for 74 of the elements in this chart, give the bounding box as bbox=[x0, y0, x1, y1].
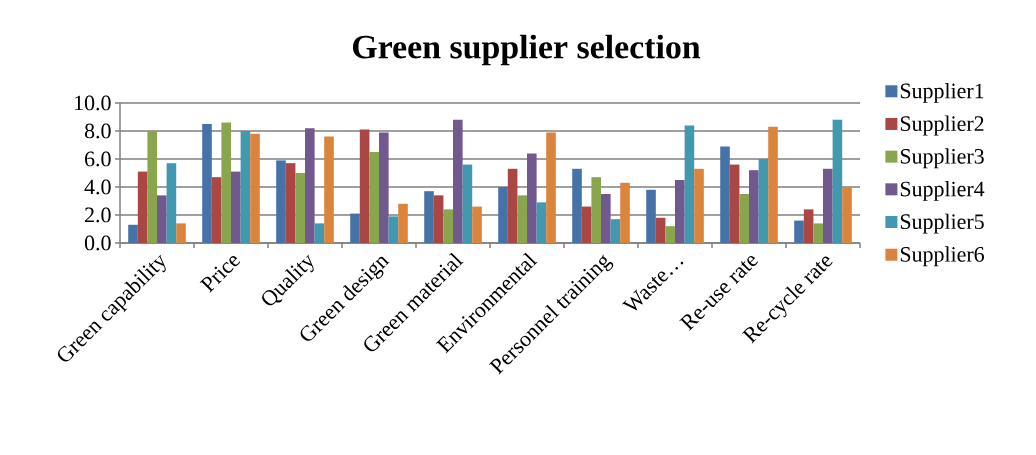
bar bbox=[842, 186, 852, 243]
bar bbox=[305, 128, 315, 243]
bar bbox=[379, 132, 389, 243]
bar bbox=[276, 160, 286, 243]
legend-label: Supplier1 bbox=[900, 82, 984, 103]
y-tick-label: 4.0 bbox=[84, 179, 111, 195]
y-tick-label: 2.0 bbox=[85, 207, 111, 223]
bar bbox=[443, 209, 454, 243]
y-tick-label: 8.0 bbox=[84, 123, 111, 139]
bar bbox=[675, 179, 685, 243]
bar bbox=[572, 168, 582, 243]
bar bbox=[498, 186, 508, 243]
bar bbox=[128, 224, 138, 243]
bar bbox=[350, 213, 360, 243]
bar bbox=[221, 122, 232, 243]
bar bbox=[211, 177, 222, 243]
bar bbox=[166, 163, 177, 243]
bar bbox=[359, 129, 370, 243]
bar bbox=[546, 132, 556, 243]
bar bbox=[324, 136, 334, 243]
bar bbox=[684, 125, 695, 243]
bar bbox=[729, 164, 740, 243]
bar bbox=[803, 209, 814, 243]
bar bbox=[655, 217, 666, 243]
bar bbox=[720, 146, 730, 243]
bar bbox=[581, 206, 592, 243]
legend-label: Supplier3 bbox=[900, 148, 984, 169]
bar bbox=[739, 193, 750, 243]
y-tick-label: 6.0 bbox=[85, 151, 111, 167]
bar bbox=[285, 163, 296, 243]
bar bbox=[517, 195, 528, 243]
bar bbox=[591, 177, 602, 243]
bar bbox=[601, 193, 611, 243]
legend-label: Supplier4 bbox=[900, 180, 985, 201]
bar bbox=[398, 203, 408, 243]
bar bbox=[453, 119, 463, 243]
bar bbox=[240, 130, 251, 243]
legend-label: Supplier5 bbox=[900, 213, 984, 234]
bar bbox=[794, 220, 804, 243]
bar bbox=[758, 158, 769, 243]
bar bbox=[536, 202, 547, 243]
x-tick-label: Price bbox=[199, 256, 241, 293]
bar bbox=[147, 130, 158, 243]
bar bbox=[250, 133, 260, 243]
bar bbox=[433, 195, 444, 243]
bar bbox=[314, 223, 325, 243]
bar bbox=[768, 126, 778, 243]
bar bbox=[231, 171, 241, 243]
legend-label: Supplier6 bbox=[900, 246, 984, 267]
bar bbox=[813, 223, 824, 243]
bar bbox=[472, 206, 482, 243]
y-tick-label: 0.0 bbox=[84, 235, 111, 251]
bar bbox=[620, 182, 630, 243]
bar bbox=[823, 168, 833, 243]
legend-label: Supplier2 bbox=[900, 115, 984, 136]
bar bbox=[388, 216, 399, 243]
y-tick-label: 10.0 bbox=[75, 95, 111, 111]
bar bbox=[202, 123, 212, 243]
bar bbox=[665, 226, 676, 243]
bar bbox=[507, 168, 518, 243]
chart-title: Green supplier selection bbox=[352, 34, 701, 66]
bar bbox=[176, 223, 186, 243]
bar bbox=[527, 153, 537, 243]
bar bbox=[646, 189, 656, 243]
bar bbox=[462, 164, 473, 243]
bar bbox=[424, 191, 434, 243]
bar bbox=[694, 168, 704, 243]
bar bbox=[610, 219, 621, 243]
bar bbox=[295, 172, 306, 243]
bar bbox=[137, 171, 148, 243]
bar bbox=[749, 170, 759, 243]
bar bbox=[832, 119, 843, 243]
bar bbox=[369, 151, 380, 243]
bar bbox=[157, 195, 167, 243]
